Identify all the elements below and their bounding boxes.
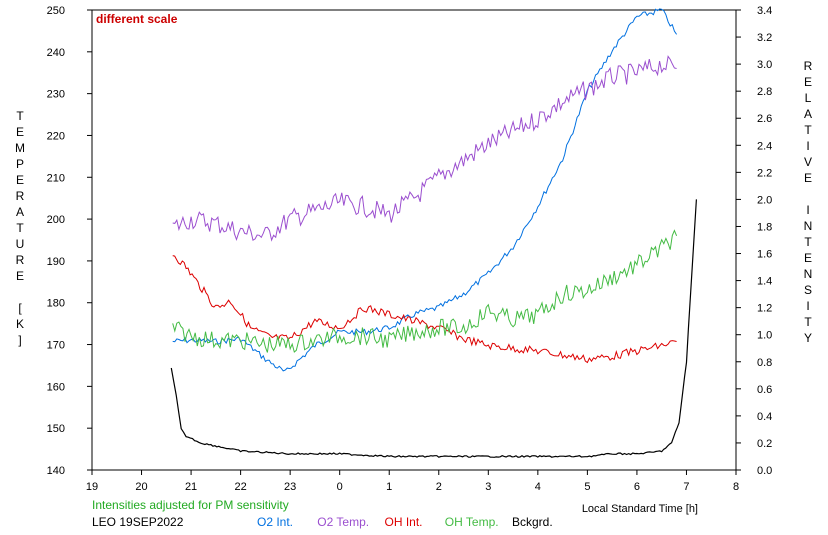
y-right-tick-label: 2.4 xyxy=(757,140,772,152)
ticks-layer: 19 20 21 22 23 0 1 2 3 4 5 6 7 8140150160170180190200… xyxy=(47,5,773,493)
y-left-tick-label: 250 xyxy=(47,5,65,17)
left-axis-label-char: R xyxy=(16,253,25,267)
y-right-tick-label: 0.2 xyxy=(757,438,772,450)
x-tick-label: 19 xyxy=(86,481,98,493)
x-tick-label: 20 xyxy=(135,481,147,493)
left-axis-label-char: A xyxy=(16,205,24,219)
x-tick-label: 21 xyxy=(185,481,197,493)
x-tick-label: 1 xyxy=(386,481,392,493)
series-line-oh-temp- xyxy=(172,229,678,353)
right-axis-label-char: V xyxy=(804,155,812,169)
x-tick-label: 5 xyxy=(584,481,590,493)
y-left-tick-label: 230 xyxy=(47,89,65,101)
left-axis-label-char: T xyxy=(16,221,24,235)
left-axis-label-char: R xyxy=(16,189,25,203)
y-left-tick-label: 160 xyxy=(47,381,65,393)
station-date: LEO 19SEP2022 xyxy=(92,515,184,529)
y-right-tick-label: 2.0 xyxy=(757,194,772,206)
right-axis-label-char: A xyxy=(804,107,812,121)
y-right-tick-label: 3.4 xyxy=(757,5,772,17)
x-axis-label: Local Standard Time [h] xyxy=(582,503,698,515)
right-axis-label-char: T xyxy=(804,123,812,137)
y-left-tick-label: 210 xyxy=(47,172,65,184)
y-left-tick-label: 240 xyxy=(47,47,65,59)
x-tick-label: 8 xyxy=(733,481,739,493)
right-axis-label-char: E xyxy=(804,75,812,89)
x-tick-label: 6 xyxy=(634,481,640,493)
legend-item: O2 Int. xyxy=(257,515,294,529)
y-right-tick-label: 1.0 xyxy=(757,330,772,342)
x-tick-label: 23 xyxy=(284,481,296,493)
y-left-tick-label: 140 xyxy=(47,465,65,477)
left-axis-label-char: T xyxy=(16,109,24,123)
y-left-tick-label: 180 xyxy=(47,298,65,310)
y-right-tick-label: 1.6 xyxy=(757,249,772,261)
series-layer xyxy=(170,8,697,458)
y-right-tick-label: 2.6 xyxy=(757,113,772,125)
right-axis-label-char: E xyxy=(804,251,812,265)
x-tick-label: 2 xyxy=(436,481,442,493)
legend-item: Bckgrd. xyxy=(512,515,553,529)
left-axis-label-char: M xyxy=(15,141,25,155)
right-axis-label-char: R xyxy=(804,59,813,73)
y-right-tick-label: 1.2 xyxy=(757,303,772,315)
right-axis-label-char: L xyxy=(805,91,812,105)
y-right-tick-label: 0.6 xyxy=(757,384,772,396)
right-axis-label-char: N xyxy=(804,267,813,281)
x-tick-label: 3 xyxy=(485,481,491,493)
pm-sensitivity-note: Intensities adjusted for PM sensitivity xyxy=(92,498,289,512)
y-right-tick-label: 0.8 xyxy=(757,357,772,369)
right-axis-label-char: S xyxy=(804,283,812,297)
right-axis-label-char: I xyxy=(806,139,809,153)
y-left-tick-label: 220 xyxy=(47,130,65,142)
left-axis-label-char: P xyxy=(16,157,24,171)
y-right-tick-label: 1.8 xyxy=(757,221,772,233)
right-axis-label-char: T xyxy=(804,315,812,329)
series-line-oh-int- xyxy=(172,255,677,364)
y-right-tick-label: 3.2 xyxy=(757,32,772,44)
right-axis-label-char: N xyxy=(804,219,813,233)
different-scale-annotation: different scale xyxy=(96,12,178,26)
left-axis-label-char: E xyxy=(16,173,24,187)
y-left-tick-label: 200 xyxy=(47,214,65,226)
plot-frame xyxy=(91,9,737,471)
series-line-o2-temp- xyxy=(172,55,677,242)
y-left-tick-label: 150 xyxy=(47,423,65,435)
y-right-tick-label: 3.0 xyxy=(757,59,772,71)
x-tick-label: 0 xyxy=(337,481,343,493)
right-axis-label-char: Y xyxy=(804,331,812,345)
x-tick-label: 22 xyxy=(234,481,246,493)
x-tick-label: 4 xyxy=(535,481,541,493)
y-left-tick-label: 170 xyxy=(47,340,65,352)
series-line-bckgrd- xyxy=(170,199,697,458)
legend-item: OH Temp. xyxy=(444,515,499,529)
x-tick-label: 7 xyxy=(683,481,689,493)
y-right-tick-label: 0.0 xyxy=(757,465,772,477)
right-axis-label-char: T xyxy=(804,235,812,249)
left-axis-label-char: E xyxy=(16,269,24,283)
right-axis-label-char: I xyxy=(806,299,809,313)
y-right-tick-label: 2.8 xyxy=(757,86,772,98)
y-right-tick-label: 2.2 xyxy=(757,167,772,179)
y-right-tick-label: 0.4 xyxy=(757,411,772,423)
left-axis-label-char: E xyxy=(16,125,24,139)
legend-item: OH Int. xyxy=(384,515,423,529)
series-line-o2-int- xyxy=(172,8,678,372)
legend-item: O2 Temp. xyxy=(317,515,370,529)
left-axis-label-char: [ xyxy=(18,301,22,315)
y-right-tick-label: 1.4 xyxy=(757,276,772,288)
y-left-tick-label: 190 xyxy=(47,256,65,268)
right-axis-label-char: I xyxy=(806,203,809,217)
left-axis-label-char: K xyxy=(16,317,24,331)
left-axis-label-char: U xyxy=(16,237,25,251)
left-axis-label-char: ] xyxy=(18,333,21,347)
right-axis-label-char: E xyxy=(804,171,812,185)
